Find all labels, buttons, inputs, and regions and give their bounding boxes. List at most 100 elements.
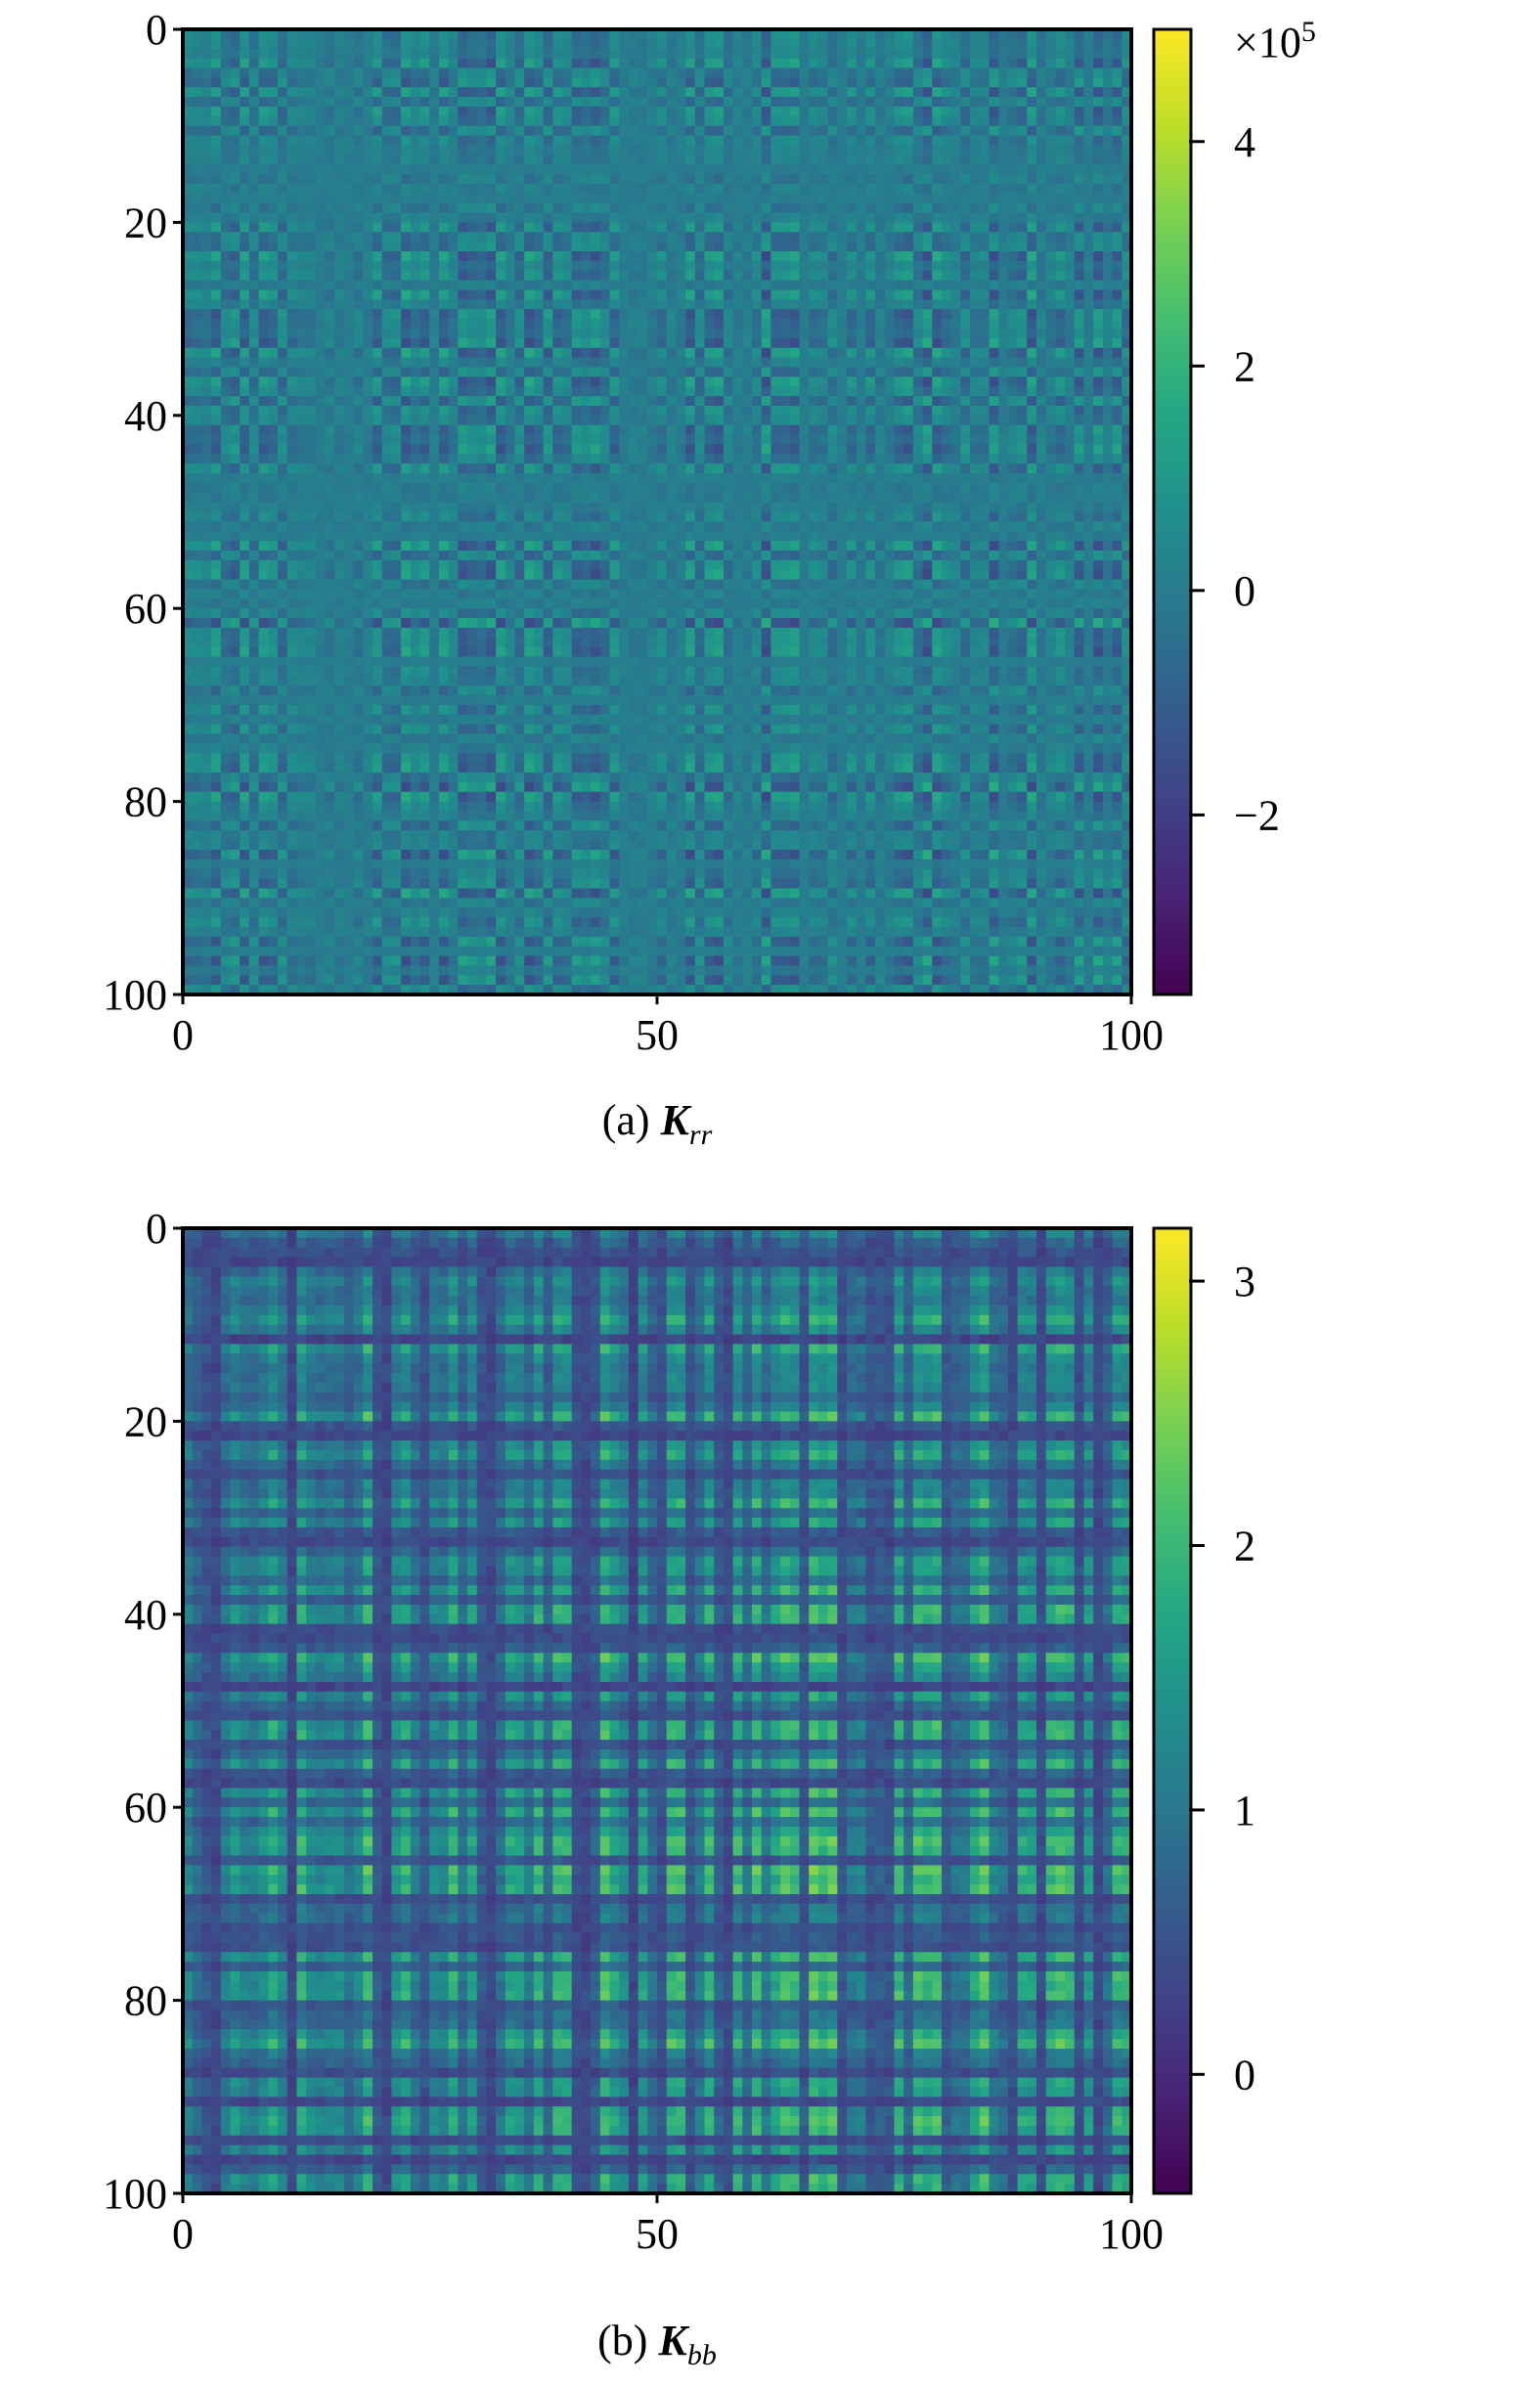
heatmap-cell — [666, 299, 677, 310]
heatmap-cell — [286, 174, 297, 185]
heatmap-cell — [817, 29, 829, 40]
heatmap-cell — [381, 260, 392, 272]
heatmap-cell — [334, 473, 345, 484]
heatmap-cell — [770, 164, 781, 175]
heatmap-cell — [363, 155, 374, 165]
heatmap-cell — [183, 386, 194, 397]
heatmap-cell — [875, 367, 886, 377]
heatmap-cell — [552, 502, 563, 513]
heatmap-cell — [240, 280, 250, 291]
heatmap-cell — [211, 376, 222, 387]
heatmap-cell — [752, 270, 763, 282]
heatmap-cell — [381, 29, 392, 40]
heatmap-cell — [894, 125, 904, 137]
heatmap-cell — [1102, 242, 1114, 252]
heatmap-cell — [571, 29, 582, 40]
heatmap-cell — [742, 357, 753, 369]
heatmap-cell — [723, 337, 734, 349]
heatmap-cell — [496, 155, 506, 165]
heatmap-cell — [1007, 396, 1019, 407]
heatmap-cell — [552, 58, 563, 69]
heatmap-cell — [543, 251, 553, 262]
heatmap-cell — [752, 29, 763, 40]
heatmap-cell — [325, 193, 335, 204]
heatmap-cell — [752, 289, 763, 300]
heatmap-cell — [458, 260, 468, 272]
heatmap-cell — [373, 115, 383, 127]
heatmap-cell — [343, 376, 355, 387]
heatmap-cell — [296, 454, 307, 464]
heatmap-cell — [723, 464, 734, 474]
heatmap-cell — [1055, 502, 1066, 513]
heatmap-cell — [562, 434, 573, 446]
heatmap-cell — [676, 415, 686, 426]
heatmap-cell — [334, 337, 345, 349]
heatmap-cell — [619, 97, 630, 108]
heatmap-cell — [1122, 415, 1132, 426]
heatmap-cell — [524, 38, 535, 50]
heatmap-cell — [1036, 38, 1047, 50]
heatmap-cell — [296, 212, 307, 223]
heatmap-cell — [240, 260, 250, 272]
heatmap-cell — [1102, 328, 1114, 339]
heatmap-cell — [912, 115, 924, 127]
heatmap-cell — [847, 396, 858, 407]
heatmap-cell — [732, 48, 743, 60]
heatmap-cell — [638, 232, 648, 243]
heatmap-cell — [230, 87, 241, 98]
heatmap-cell — [676, 367, 686, 377]
heatmap-cell — [827, 473, 838, 484]
heatmap-cell — [1102, 251, 1114, 262]
heatmap-cell — [694, 38, 706, 50]
heatmap-cell — [856, 38, 866, 50]
heatmap-cell — [865, 106, 876, 117]
heatmap-cell — [533, 222, 545, 233]
heatmap-cell — [676, 145, 686, 155]
heatmap-cell — [496, 309, 506, 320]
heatmap-cell — [438, 270, 450, 282]
heatmap-cell — [837, 270, 848, 282]
heatmap-cell — [960, 464, 971, 474]
heatmap-cell — [410, 135, 421, 147]
heatmap-cell — [847, 115, 858, 127]
heatmap-cell — [1045, 38, 1056, 50]
heatmap-cell — [647, 155, 658, 165]
heatmap-cell — [306, 502, 317, 513]
heatmap-cell — [334, 58, 345, 69]
heatmap-cell — [827, 444, 838, 455]
heatmap-cell — [599, 454, 611, 464]
heatmap-cell — [552, 464, 563, 474]
heatmap-cell — [704, 309, 715, 320]
heatmap-cell — [315, 492, 327, 504]
heatmap-cell — [183, 242, 194, 252]
heatmap-cell — [401, 482, 412, 494]
heatmap-cell — [950, 183, 961, 195]
heatmap-cell — [865, 251, 876, 262]
heatmap-cell — [458, 38, 468, 50]
heatmap-cell — [894, 289, 904, 300]
heatmap-cell — [742, 87, 753, 98]
heatmap-cell — [458, 482, 468, 494]
heatmap-cell — [486, 376, 497, 387]
heatmap-cell — [286, 58, 297, 69]
heatmap-cell — [486, 482, 497, 494]
heatmap-cell — [942, 29, 952, 40]
heatmap-cell — [1065, 106, 1076, 117]
heatmap-cell — [562, 367, 573, 377]
heatmap-cell — [410, 396, 421, 407]
heatmap-cell — [334, 347, 345, 359]
heatmap-cell — [562, 482, 573, 494]
heatmap-cell — [847, 29, 858, 40]
heatmap-cell — [960, 482, 971, 494]
heatmap-cell — [761, 328, 771, 339]
heatmap-cell — [998, 251, 1009, 262]
heatmap-cell — [789, 183, 801, 195]
heatmap-cell — [505, 193, 516, 204]
heatmap-cell — [240, 492, 250, 504]
heatmap-cell — [533, 183, 545, 195]
heatmap-cell — [884, 473, 896, 484]
heatmap-cell — [922, 222, 933, 233]
heatmap-cell — [240, 251, 250, 262]
heatmap-cell — [391, 328, 402, 339]
heatmap-cell — [401, 454, 412, 464]
